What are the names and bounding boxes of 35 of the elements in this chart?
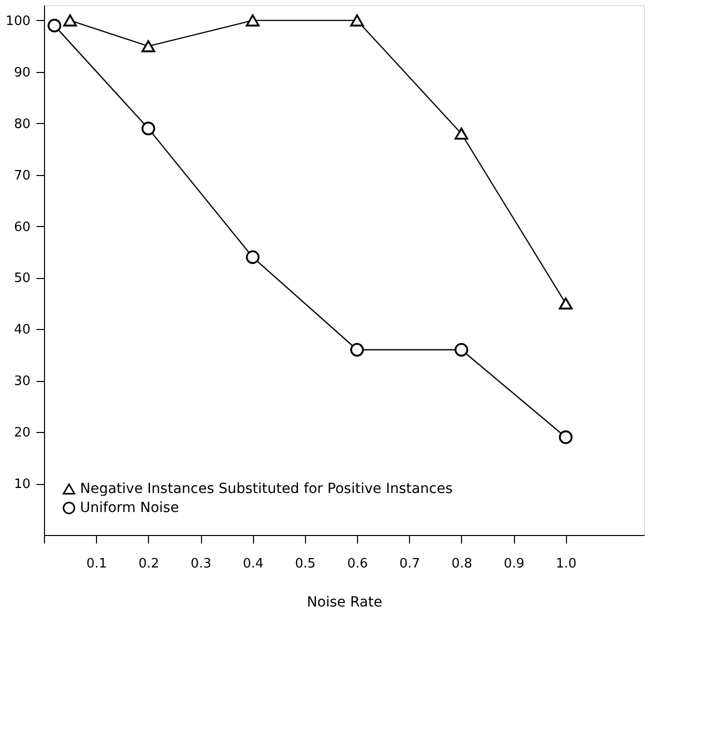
y-tick-label: 20 [14, 426, 30, 441]
point [350, 342, 364, 357]
x-tick-label: 0.9 [504, 556, 524, 572]
x-tick-label: 0.5 [295, 556, 316, 572]
point [48, 18, 62, 32]
point [246, 14, 260, 26]
point [142, 122, 156, 136]
point [454, 128, 468, 140]
x-tick-label: 0.1 [86, 556, 108, 572]
x-tick-label: 0.8 [452, 556, 472, 572]
x-tick-label: 1.0 [556, 556, 577, 572]
point [558, 430, 573, 444]
y-tick-label: 70 [14, 168, 30, 184]
y-tick-label: 40 [14, 322, 30, 338]
x-tick-label: 0.3 [190, 556, 212, 572]
point [350, 14, 364, 26]
x-tick-label: 0.7 [399, 556, 420, 572]
point [63, 14, 77, 26]
y-tick-label: 10 [14, 477, 30, 492]
y-tick-label: 60 [14, 220, 30, 235]
y-tick-label: 90 [14, 65, 30, 80]
legend-label: Uniform Noise [80, 500, 179, 516]
y-tick-label: 100 [6, 14, 30, 29]
x-tick-label: 0.6 [347, 556, 368, 572]
point [246, 250, 260, 264]
point [142, 40, 156, 52]
y-tick-label: 80 [14, 116, 30, 132]
x-tick-label: 0.4 [242, 556, 264, 572]
point [558, 297, 573, 310]
point [454, 342, 468, 357]
y-tick-label: 30 [14, 374, 30, 390]
x-axis-title: Noise Rate [306, 594, 382, 610]
legend-label: Negative Instances Substituted for Positive Instances [80, 481, 453, 497]
x-tick-label: 0.2 [138, 556, 160, 572]
y-tick-label: 50 [14, 271, 30, 286]
